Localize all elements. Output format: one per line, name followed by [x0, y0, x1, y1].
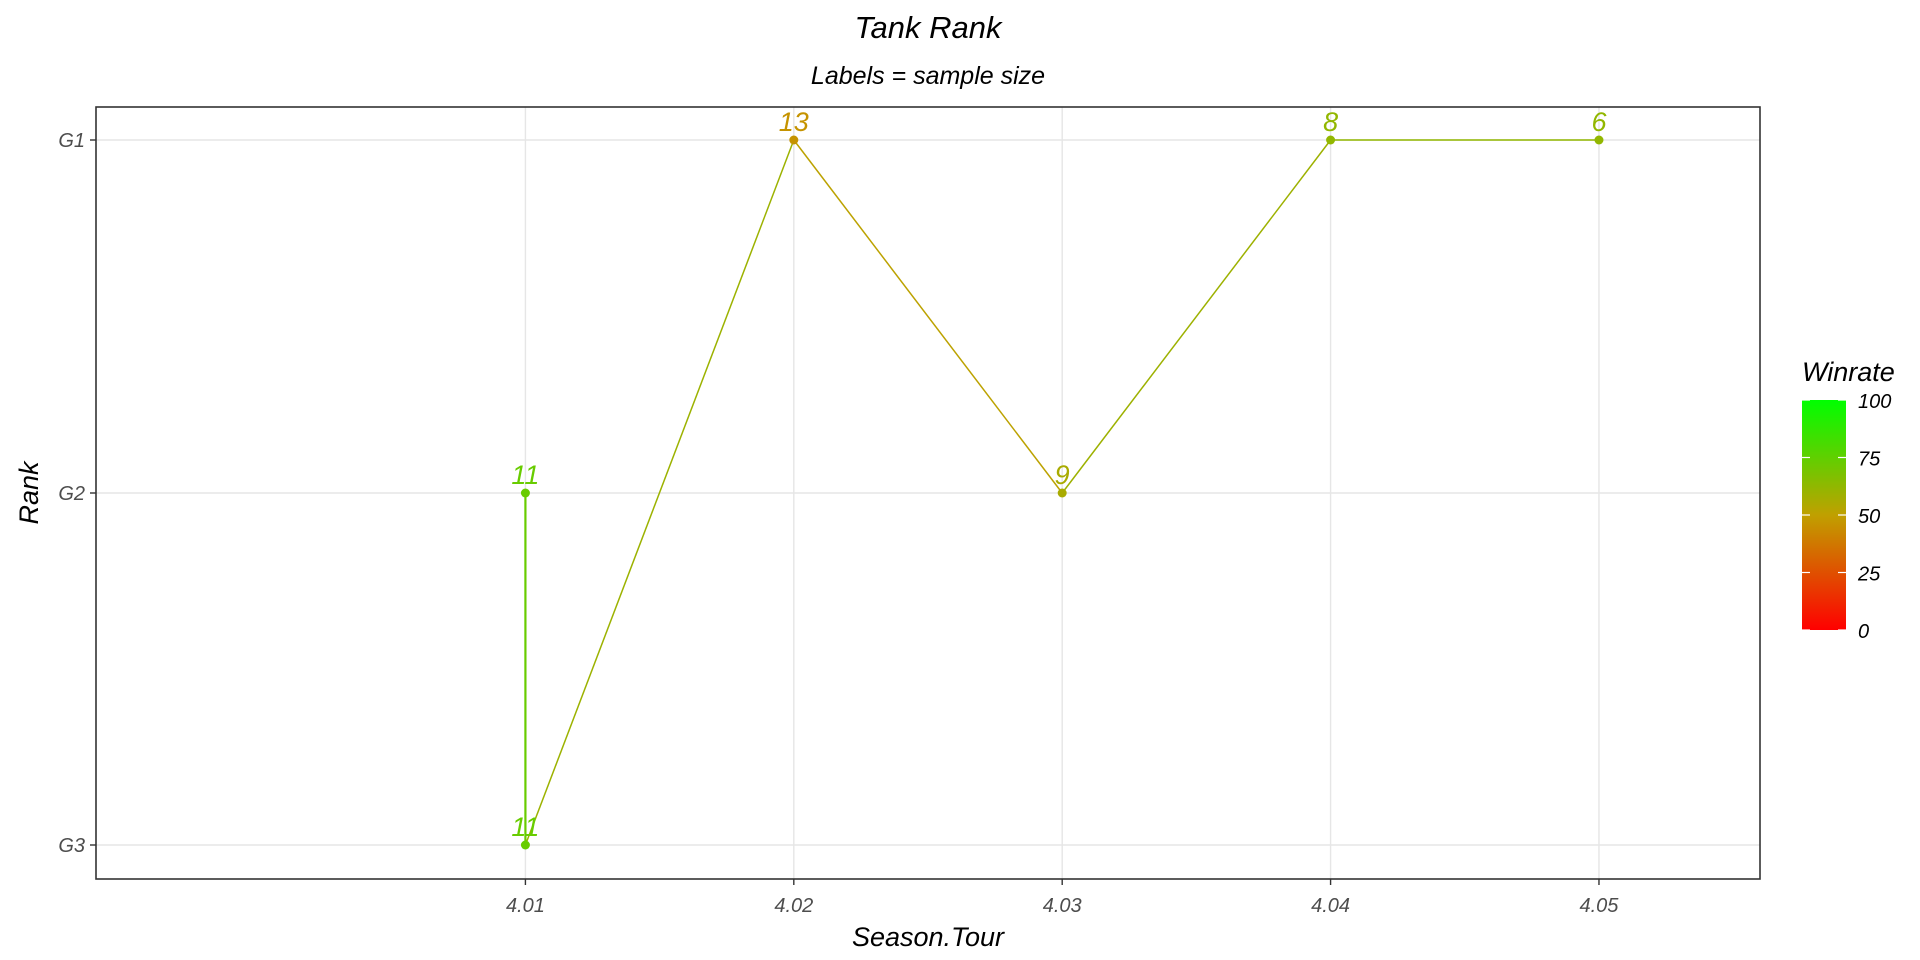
- chart-title: Tank Rank: [854, 10, 1003, 45]
- x-tick-label-2: 4.03: [1043, 895, 1082, 917]
- line-segment-1: [524, 139, 795, 846]
- legend-title: Winrate: [1802, 357, 1895, 387]
- point-label-1: 11: [511, 812, 539, 842]
- data-point-0: [520, 488, 530, 498]
- point-label-2: 13: [779, 107, 809, 137]
- point-label-0: 11: [511, 460, 539, 490]
- colorbar-tick-label-0: 0: [1858, 621, 1869, 643]
- data-point-4: [1326, 135, 1336, 145]
- colorbar-tick-label-3: 75: [1858, 449, 1881, 471]
- y-tick-label-G1: G1: [58, 130, 85, 152]
- colorbar-tick-label-1: 25: [1857, 564, 1881, 586]
- x-axis-ticks: 4.01 4.02 4.03 4.04 4.05: [506, 879, 1619, 917]
- data-point-2: [789, 135, 799, 145]
- y-tick-label-G2: G2: [58, 483, 85, 505]
- point-label-3: 9: [1055, 460, 1070, 490]
- x-tick-label-1: 4.02: [774, 895, 813, 917]
- colorbar-tick-label-4: 100: [1858, 391, 1891, 413]
- data-point-1: [520, 840, 530, 850]
- series-lines: [524, 139, 1599, 846]
- y-axis-ticks: G1 G2 G3: [58, 130, 96, 857]
- y-axis-label: Rank: [14, 460, 44, 525]
- y-tick-label-G3: G3: [58, 835, 85, 857]
- point-label-4: 8: [1323, 107, 1338, 137]
- data-point-5: [1594, 135, 1604, 145]
- x-axis-label: Season.Tour: [852, 922, 1005, 952]
- x-tick-label-4: 4.05: [1579, 895, 1619, 917]
- winrate-legend: Winrate 0 25 50 75 100: [1802, 357, 1895, 643]
- x-tick-label-3: 4.04: [1311, 895, 1350, 917]
- line-segment-3: [1061, 139, 1332, 494]
- series-points: [520, 135, 1604, 850]
- colorbar-tick-label-2: 50: [1858, 506, 1880, 528]
- chart-subtitle: Labels = sample size: [811, 62, 1045, 90]
- x-tick-label-0: 4.01: [506, 895, 545, 917]
- data-point-3: [1057, 488, 1067, 498]
- point-label-5: 6: [1591, 107, 1607, 137]
- sample-size-labels: 11 11 13 9 8 6: [511, 107, 1607, 842]
- colorbar-ticks: 0 25 50 75 100: [1802, 391, 1891, 643]
- line-segment-2: [793, 139, 1063, 494]
